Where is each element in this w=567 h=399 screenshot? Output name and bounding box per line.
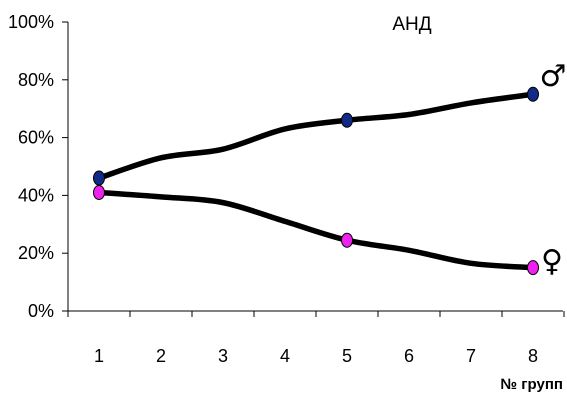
labels: АНД № групп ♂ ♀	[392, 14, 566, 393]
x-tick-label: 2	[156, 346, 166, 366]
x-tick-label: 5	[342, 346, 352, 366]
series-line-male	[96, 91, 536, 181]
x-tick-label: 3	[218, 346, 228, 366]
chart-title: АНД	[392, 14, 431, 35]
y-tick-label: 80%	[18, 70, 54, 90]
x-axis-label: № групп	[500, 376, 563, 393]
series-line-female	[96, 189, 536, 271]
data-point-female	[341, 232, 353, 248]
y-tick-label: 40%	[18, 185, 54, 205]
x-tick-label: 8	[528, 346, 538, 366]
data-point-female	[527, 260, 539, 276]
data-point-male	[527, 86, 539, 102]
x-tick-label: 4	[280, 346, 290, 366]
legend-female-symbol: ♀	[541, 244, 563, 279]
data-point-male	[341, 112, 353, 128]
y-tick-label: 100%	[8, 12, 54, 32]
x-tick-label: 7	[466, 346, 476, 366]
markers	[93, 86, 539, 276]
y-tick-label: 20%	[18, 243, 54, 263]
ticks: 0% 20% 40% 60% 80% 100% 1 2 3 4 5 6 7 8	[8, 12, 565, 366]
y-tick-label: 60%	[18, 128, 54, 148]
x-tick-label: 6	[404, 346, 414, 366]
y-tick-label: 0%	[28, 301, 54, 321]
x-tick-label: 1	[94, 346, 104, 366]
data-point-male	[93, 170, 105, 186]
legend-male-symbol: ♂	[540, 59, 567, 94]
data-point-female	[93, 185, 105, 201]
series	[96, 91, 536, 271]
